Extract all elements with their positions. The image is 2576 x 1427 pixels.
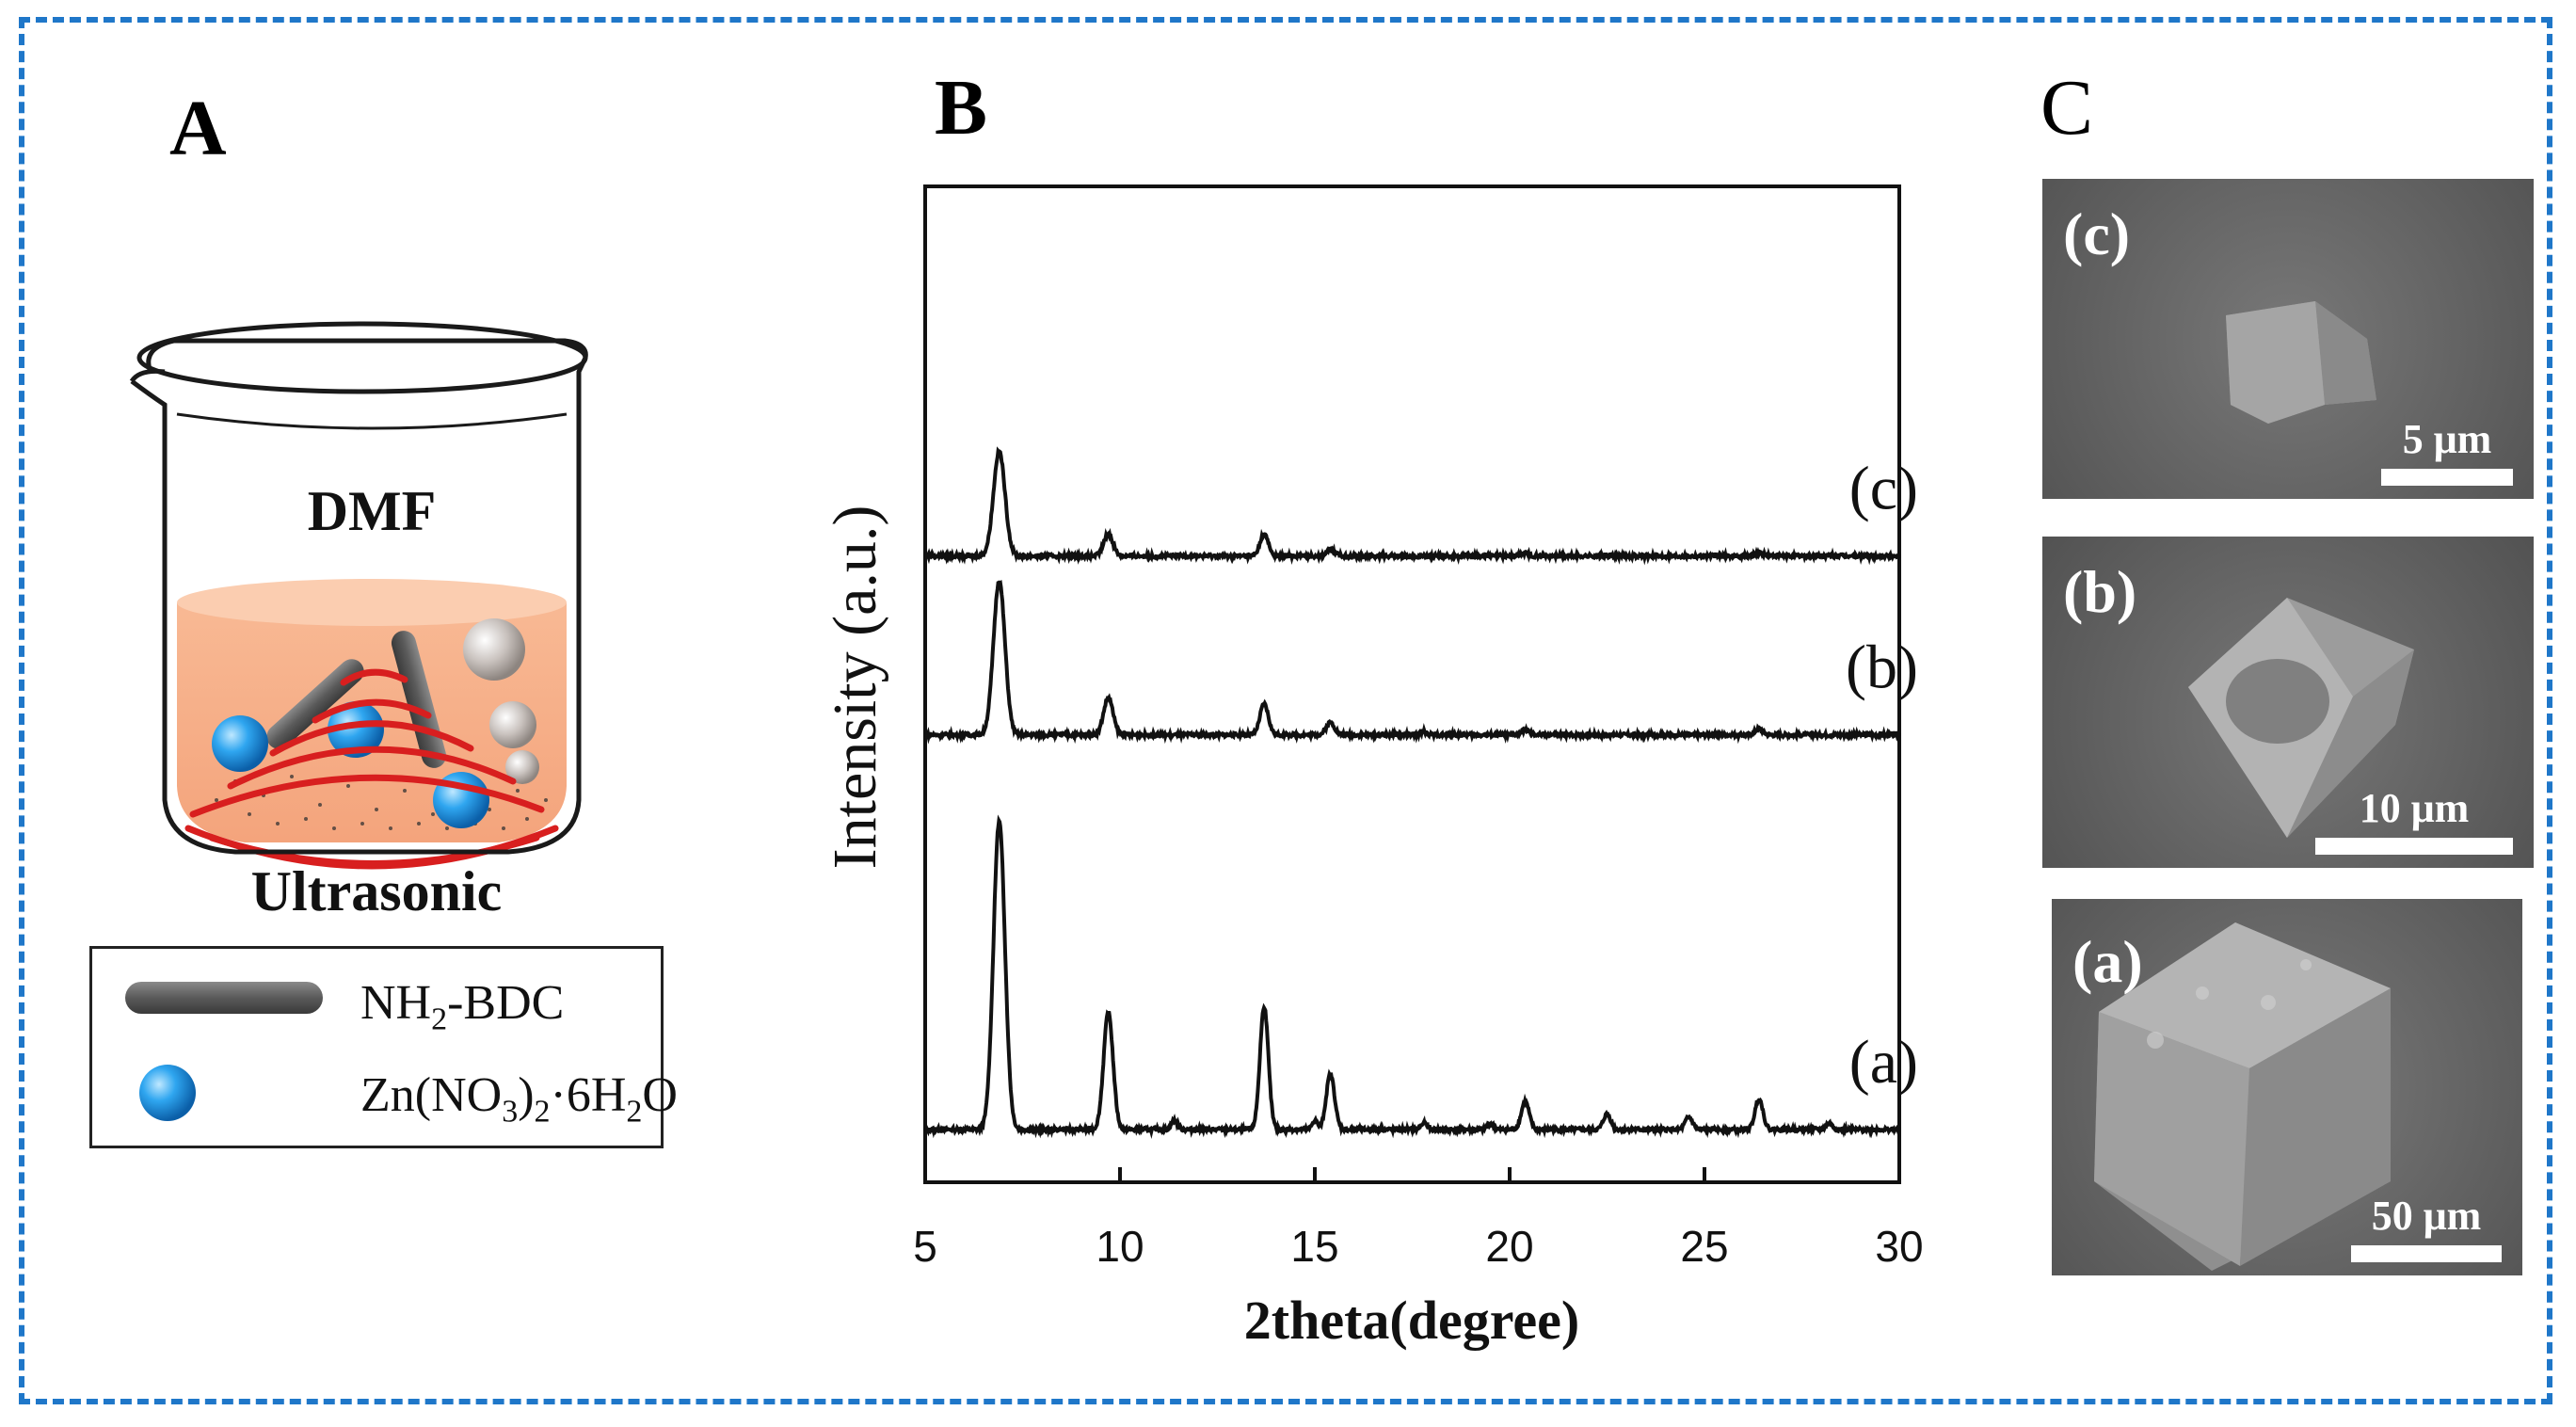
scale-bar-c: 5 μm	[2381, 415, 2513, 486]
legend-metal-formula: Zn(NO3)2·6H2O	[360, 1068, 678, 1130]
sphere-icon	[139, 1065, 196, 1121]
xrd-series-line-c	[923, 446, 1901, 566]
sem-image-c: (c) 5 μm	[2042, 179, 2534, 499]
scale-text-a: 50 μm	[2371, 1193, 2482, 1239]
series-label-b: (b)	[1846, 633, 1918, 702]
series-label-c: (c)	[1849, 455, 1918, 523]
legend-text-metal: Zn(NO3)2·6H2O	[360, 1067, 678, 1130]
panel-label-c: C	[2040, 64, 2094, 152]
sem-label-a: (a)	[2072, 928, 2143, 995]
scale-bar-a: 50 μm	[2351, 1192, 2502, 1262]
scale-text-b: 10 μm	[2359, 785, 2470, 831]
x-tick-label: 20	[1485, 1222, 1533, 1271]
crystal-icon	[2188, 598, 2414, 838]
y-axis-label: Intensity (a.u.)	[821, 505, 889, 870]
series-label-a: (a)	[1849, 1028, 1918, 1097]
method-label: Ultrasonic	[251, 860, 503, 922]
rod-icon	[125, 982, 323, 1014]
panel-label-b: B	[935, 64, 988, 152]
xrd-chart: 5 10 15 20 25 30 (a) (b) (c) 2theta(degree) Int…	[821, 184, 1924, 1351]
scale-line-a	[2351, 1245, 2502, 1262]
legend-item-metal: Zn(NO3)2·6H2O	[92, 1050, 678, 1135]
legend-text-linker: NH2-BDC	[360, 975, 564, 1037]
legend-linker-formula: NH2-BDC	[360, 976, 565, 1037]
sem-image-b: (b) 10 μm	[2042, 537, 2534, 868]
scale-bar-b: 10 μm	[2315, 784, 2513, 855]
xrd-series-line-b	[923, 580, 1901, 745]
crystal-icon	[2226, 301, 2376, 424]
legend-item-linker: NH2-BDC	[92, 958, 661, 1043]
panel-label-a: A	[169, 85, 227, 172]
xrd-series-line-a	[923, 814, 1901, 1139]
x-tick-label: 5	[913, 1222, 937, 1271]
figure-border	[19, 17, 2552, 1404]
beaker	[129, 321, 588, 870]
sem-label-b: (b)	[2063, 558, 2137, 625]
scale-line-b	[2315, 838, 2513, 855]
sem-label-c: (c)	[2063, 200, 2131, 267]
x-tick-label: 25	[1680, 1222, 1728, 1271]
solvent-label: DMF	[308, 480, 437, 542]
legend: NH2-BDC Zn(NO3)2·6H2O	[89, 946, 678, 1148]
x-tick-label: 10	[1096, 1222, 1144, 1271]
sem-image-a: (a) 50 μm	[2052, 899, 2522, 1275]
crystal-icon	[2094, 922, 2391, 1271]
x-tick-label: 15	[1290, 1222, 1338, 1271]
scale-text-c: 5 μm	[2402, 416, 2492, 462]
x-axis-label: 2theta(degree)	[1244, 1290, 1579, 1351]
plot-frame	[923, 184, 1901, 1184]
scale-line-c	[2381, 469, 2513, 486]
x-tick-label: 30	[1875, 1222, 1923, 1271]
